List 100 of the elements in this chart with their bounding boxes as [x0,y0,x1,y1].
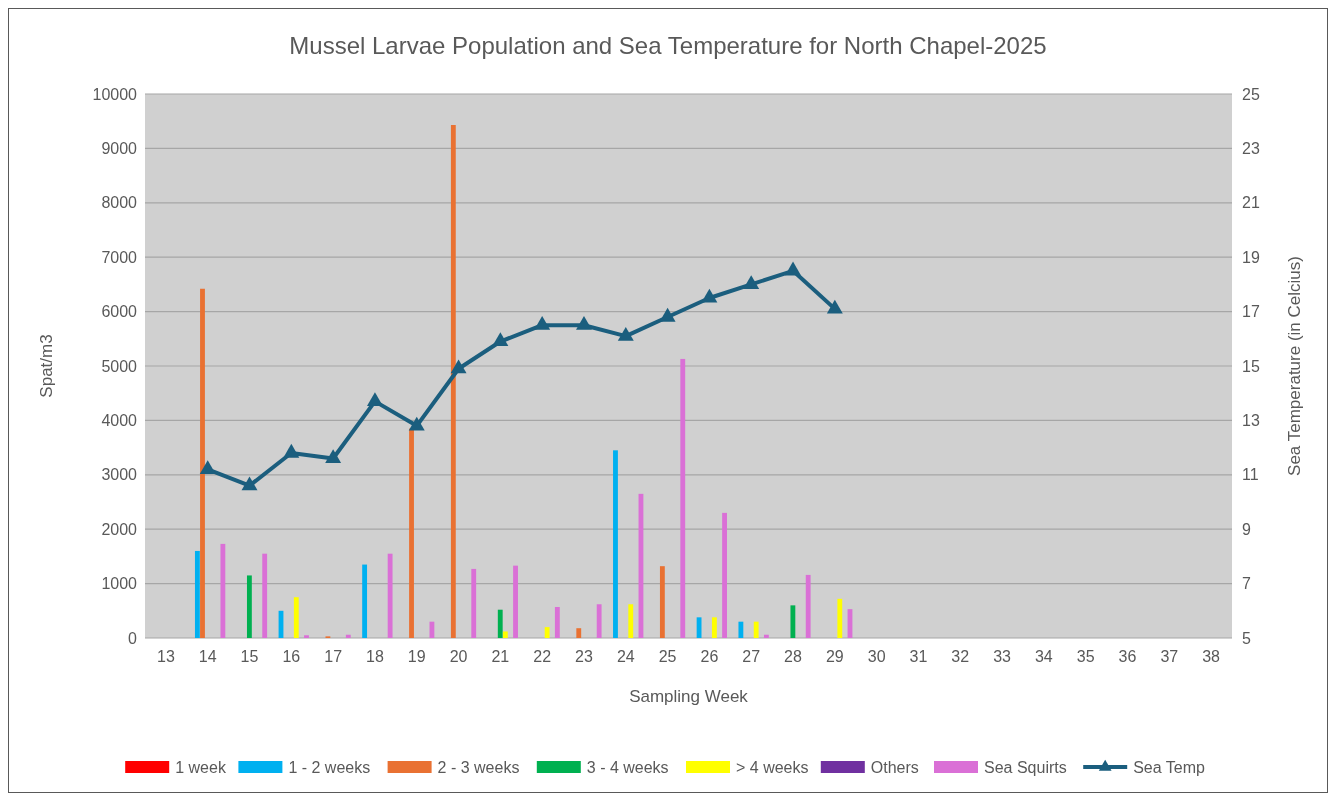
y2-tick-label: 17 [1242,303,1260,321]
point [743,275,760,289]
bar [680,358,686,638]
x-tick-label: 35 [1076,648,1095,665]
y-tick-label: 0 [128,629,138,647]
bar [790,605,796,638]
legend-label: Sea Temp [1133,758,1206,776]
legend-label: 1 week [175,758,227,776]
y2-tick-label: 25 [1242,85,1260,103]
bar [738,621,744,638]
x-tick-label: 34 [1034,648,1053,665]
bar [362,564,368,638]
bar [544,627,550,638]
bar [497,609,503,638]
x-tick-label: 19 [407,648,426,665]
x-tick-label: 28 [784,648,803,665]
y-tick-label: 8000 [101,194,138,212]
bar [628,604,634,638]
bar [200,288,205,638]
x-tick-label: 21 [491,648,510,665]
legend-label: Sea Squirts [984,758,1067,776]
legend-label: > 4 weeks [736,758,809,776]
y-tick-label: 1000 [101,575,138,593]
bar [659,566,665,638]
bar [293,597,299,638]
bar [513,565,518,638]
x-tick-label: 18 [366,648,384,665]
legend-label: 3 - 4 weeks [586,758,669,776]
point [659,307,676,322]
y-tick-label: 2000 [101,520,138,538]
x-tick-label: 37 [1160,648,1179,665]
y-tick-label: 10000 [92,85,138,103]
point [617,326,634,341]
legend-label: Others [870,758,919,776]
x-tick-label: 33 [993,648,1012,665]
point [241,476,258,491]
x-tick-label: 25 [658,648,677,665]
x-tick-label: 20 [449,648,468,665]
y-tick-label: 4000 [101,412,138,429]
bar [576,628,582,638]
x-tick-label: 26 [700,648,719,665]
x-tick-label: 32 [951,648,970,665]
x-tick-label: 14 [198,648,217,665]
y2-tick-label: 23 [1242,140,1260,157]
bar [194,550,200,638]
x-tick-label: 24 [616,648,635,665]
y2-axis-title: Sea Temperature (in Celcius) [1285,256,1304,476]
y2-tick-label: 5 [1242,629,1251,647]
x-tick-label: 30 [867,648,886,665]
x-tick-label: 22 [533,648,552,665]
x-tick-label: 29 [825,648,844,665]
y2-tick-label: 15 [1242,357,1260,375]
bar [596,604,602,638]
legend-label: 2 - 3 weeks [437,758,520,776]
bar [345,634,351,638]
y-tick-label: 9000 [101,140,138,157]
y2-tick-label: 19 [1242,248,1260,266]
point [576,316,592,330]
bar [387,553,393,638]
point [450,359,467,374]
y2-tick-label: 9 [1242,520,1251,538]
bar [837,598,843,638]
legend-label: 1 - 2 weeks [288,758,371,776]
y-tick-label: 6000 [101,303,138,321]
point [701,288,718,303]
x-tick-label: 17 [324,648,343,665]
bar [304,635,309,638]
y2-tick-label: 11 [1242,466,1259,484]
x-tick-label: 27 [742,648,761,665]
y-tick-label: 5000 [101,357,138,375]
point [492,332,509,347]
point [408,416,425,431]
bar [429,621,435,638]
y2-tick-label: 21 [1242,194,1260,212]
bar [613,450,618,638]
point [283,443,300,458]
y-axis-title: Spat/m3 [37,334,56,398]
bar [763,634,769,638]
bar [471,568,477,638]
point [366,392,383,406]
bar [220,543,226,638]
x-tick-label: 38 [1202,648,1221,665]
y-tick-label: 3000 [101,466,138,484]
x-tick-label: 15 [240,648,259,665]
bar [711,617,717,638]
x-tick-label: 23 [575,648,593,665]
bar [722,512,727,638]
bar [409,428,414,638]
bar [805,574,811,638]
point [826,299,843,314]
bar [696,617,702,638]
point [534,316,551,330]
y2-tick-label: 13 [1242,412,1260,429]
x-tick-label: 13 [157,648,175,665]
y-tick-label: 7000 [101,248,138,266]
point [785,261,801,276]
bar [554,606,560,638]
point [199,460,216,474]
bar [502,631,508,638]
x-tick-label: 36 [1118,648,1137,665]
